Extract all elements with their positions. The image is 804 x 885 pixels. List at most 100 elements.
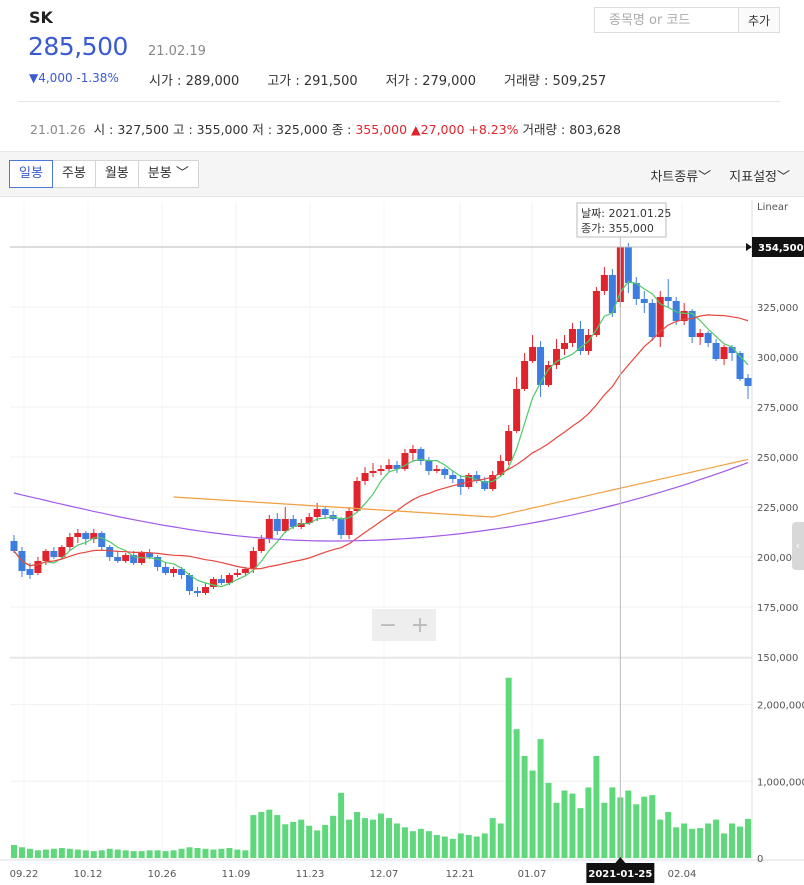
zoom-out-button[interactable]: − <box>378 612 398 638</box>
candle-body <box>672 301 680 321</box>
volume-bar <box>393 823 400 858</box>
candle-body <box>632 283 640 299</box>
x-tick-label: 11.23 <box>296 869 325 880</box>
chart-type-dropdown[interactable]: 차트종류﹀ <box>650 170 712 185</box>
ma20-line <box>13 314 749 570</box>
volume-bar <box>298 819 305 858</box>
volume-bar <box>18 847 25 858</box>
low-price: 저가 : 279,000 <box>385 74 476 89</box>
volume-bar <box>481 833 488 858</box>
ma60-line <box>13 462 749 542</box>
prev-high: 고 : 355,000 <box>173 122 249 137</box>
tab-daily[interactable]: 일봉 <box>9 160 53 188</box>
volume-bar <box>545 782 552 858</box>
current-price: 285,500 <box>28 32 128 61</box>
volume-bar <box>266 809 273 858</box>
candle-body <box>568 329 576 343</box>
volume-bar <box>433 834 440 858</box>
volume-bar <box>649 795 656 858</box>
candle-body <box>521 361 529 389</box>
price-tick-label: 325,000 <box>757 303 798 314</box>
volume-bar <box>26 848 33 858</box>
volume-bar <box>186 847 193 858</box>
candle-body <box>297 523 305 527</box>
candle-body <box>26 569 34 575</box>
stock-chart[interactable]: 325,000 300,000 275,000 250,000 225,000 200,0… <box>0 197 804 885</box>
volume-bar <box>290 821 297 858</box>
candle-body <box>425 461 433 471</box>
volume-bar <box>737 826 744 858</box>
volume-bar <box>593 755 600 858</box>
volume-bar <box>90 851 97 858</box>
volume-bar <box>609 787 616 858</box>
volume-bar <box>641 796 648 858</box>
x-tick-label: 11.09 <box>222 869 251 880</box>
volume-bar <box>330 815 337 858</box>
volume-bar <box>74 849 81 858</box>
candle-body <box>377 469 385 471</box>
add-button[interactable]: 추가 <box>739 8 779 32</box>
prev-open: 시 : 327,500 <box>93 122 170 137</box>
volume-bar <box>657 819 664 858</box>
volume-bar <box>425 831 432 858</box>
volume-bar <box>154 850 161 858</box>
candle-body <box>497 461 505 475</box>
volume-bar <box>633 804 640 858</box>
side-panel-handle[interactable]: ‹ <box>792 522 804 570</box>
volume-bar <box>409 831 416 858</box>
volume-bar <box>138 851 145 858</box>
volume-bar <box>194 848 201 858</box>
x-tick-label: 12.07 <box>370 869 399 880</box>
volume-bar <box>449 838 456 858</box>
x-tick-label: 01.07 <box>518 869 547 880</box>
volume-bar <box>34 850 41 858</box>
volume-bar <box>82 850 89 858</box>
candle-body <box>656 297 664 337</box>
candle-body <box>122 555 130 561</box>
candle-body <box>720 347 728 359</box>
volume-bar <box>258 811 265 858</box>
candle-body <box>178 569 186 575</box>
candle-body <box>58 547 66 557</box>
crosshair-date-pointer <box>615 857 626 863</box>
tab-minute[interactable]: 분봉 ﹀ <box>137 160 199 188</box>
x-tick-label: 10.12 <box>74 869 103 880</box>
search-input[interactable] <box>595 8 739 32</box>
volume-bar <box>306 825 313 858</box>
indicator-settings-dropdown[interactable]: 지표설정﹀ <box>729 170 790 185</box>
volume-bar <box>354 811 361 858</box>
zoom-in-button[interactable]: + <box>410 612 430 638</box>
candle-body <box>648 303 656 337</box>
crosshair-date-box <box>586 863 655 883</box>
volume-bar <box>210 849 217 858</box>
candle-body <box>146 553 154 557</box>
volume-bar <box>322 825 329 858</box>
volume-bar <box>42 849 49 858</box>
candle-body <box>337 519 345 535</box>
price-tick-label: 175,000 <box>757 603 798 614</box>
candle-body <box>233 573 241 575</box>
volume-bar <box>170 850 177 858</box>
volume-bar <box>705 823 712 858</box>
price-tick-label: 200,000 <box>757 553 798 564</box>
candle-body <box>281 519 289 531</box>
x-tick-label: 09.22 <box>10 869 39 880</box>
volume-bar <box>314 830 321 858</box>
crosshair-tooltip <box>576 202 667 238</box>
candle-body <box>433 469 441 471</box>
price-change: ▼4,000 -1.38% <box>29 71 119 85</box>
candle-body <box>704 333 712 343</box>
volume-bar <box>553 802 560 858</box>
volume-bar <box>489 818 496 858</box>
candle-body <box>66 537 74 547</box>
volume-bar <box>537 739 544 858</box>
current-price-box <box>752 237 804 257</box>
candle-body <box>385 465 393 469</box>
stock-header: SK 285,500 21.02.19 ▼4,000 -1.38% 시가 : 2… <box>0 0 804 148</box>
candle-body <box>225 575 233 583</box>
crosshair-date-label: 2021-01-25 <box>588 869 652 880</box>
tab-weekly[interactable]: 주봉 <box>51 160 96 188</box>
tab-monthly[interactable]: 월봉 <box>94 160 139 188</box>
candle-body <box>321 509 329 515</box>
candle-body <box>162 567 170 573</box>
